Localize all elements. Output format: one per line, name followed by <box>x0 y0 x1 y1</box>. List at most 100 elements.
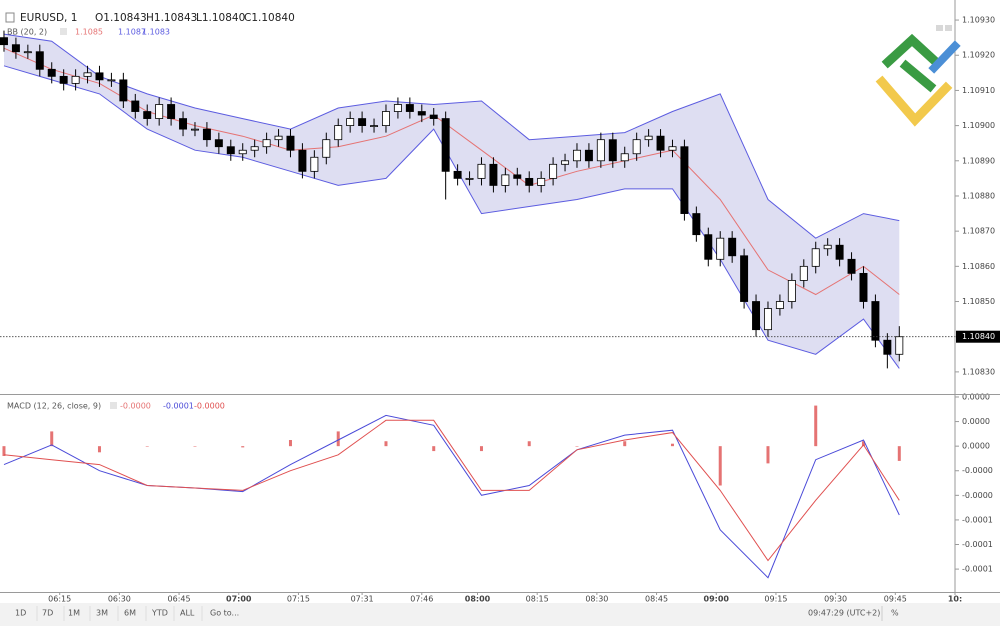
candle-body <box>47 68 56 77</box>
candle-body <box>596 139 605 162</box>
y-tick-label: -0.0001 <box>962 540 993 549</box>
candle-body <box>262 139 271 148</box>
candle-body <box>202 128 211 141</box>
histogram-bar <box>897 446 901 461</box>
range-button[interactable]: 6M <box>124 609 136 618</box>
candle-body <box>453 170 462 179</box>
range-button[interactable]: 7D <box>42 609 53 618</box>
y-tick-label: -0.0001 <box>962 565 993 574</box>
indicator-icon[interactable] <box>60 28 67 35</box>
x-tick-label: 06:30 <box>108 595 131 604</box>
candle-body <box>811 248 820 267</box>
y-tick-label: 0.0000 <box>962 392 990 401</box>
band-upper <box>3 33 900 239</box>
symbol-icon <box>5 12 15 23</box>
candle-body <box>787 280 796 302</box>
candle-body <box>895 336 904 355</box>
candle-body <box>71 75 80 84</box>
x-tick-label: 07:46 <box>410 595 433 604</box>
candle-body <box>763 308 772 331</box>
candle-body <box>525 177 534 186</box>
y-tick-label: 1.10890 <box>962 156 995 165</box>
candle-body <box>346 118 355 127</box>
histogram-bar <box>861 441 865 447</box>
candle-body <box>883 339 892 355</box>
y-tick-label: 1.10920 <box>962 51 995 60</box>
candle-body <box>238 149 247 155</box>
candle-body <box>632 139 641 155</box>
pane-backgrounds <box>4 34 900 369</box>
candle-body <box>83 72 92 77</box>
x-tick-label: 08:00 <box>465 595 491 604</box>
candle-body <box>393 104 402 112</box>
x-tick-label: 08:15 <box>526 595 549 604</box>
x-tick-label: 06:15 <box>48 595 71 604</box>
candle-body <box>417 111 426 116</box>
candle-body <box>11 44 20 53</box>
ohlc-low: L1.10840 <box>196 12 245 24</box>
candle-body <box>310 156 319 172</box>
histogram-bar <box>527 441 531 447</box>
y-tick-label: 1.10850 <box>962 297 995 306</box>
candle-body <box>370 125 379 128</box>
indicator-icon[interactable] <box>110 402 117 409</box>
range-button[interactable]: ALL <box>180 609 195 618</box>
y-tick-label: 0.0000 <box>962 417 990 426</box>
range-button[interactable]: YTD <box>151 609 168 618</box>
candle-body <box>680 146 689 214</box>
candle-body <box>608 139 617 162</box>
candle-body <box>405 104 414 112</box>
candle-body <box>35 51 44 70</box>
candle-body <box>95 72 104 81</box>
candle-body <box>704 234 713 260</box>
histogram-bar <box>97 446 101 453</box>
x-tick-label: 08:30 <box>585 595 608 604</box>
legend-value: -0.0000 <box>120 402 151 411</box>
candle-body <box>214 139 223 148</box>
range-button[interactable]: 3M <box>96 609 108 618</box>
y-tick-label: 1.10880 <box>962 191 995 200</box>
histogram-bar <box>814 405 818 447</box>
candle-body <box>381 111 390 127</box>
candle-body <box>752 301 761 331</box>
candle-body <box>501 174 510 186</box>
y-tick-label: -0.0000 <box>962 466 993 475</box>
band-basis <box>3 47 900 296</box>
candle-body <box>274 135 283 141</box>
legend-value: 1.1087 <box>118 28 146 37</box>
candle-body <box>584 149 593 162</box>
x-tick-label: 07:00 <box>226 595 252 604</box>
candle-body <box>620 153 629 162</box>
range-button[interactable]: 1M <box>68 609 80 618</box>
ohlc-close: C1.10840 <box>244 12 295 24</box>
candle-body <box>847 258 856 274</box>
y-tick-label: 0.0000 <box>962 442 990 451</box>
percent-toggle[interactable]: % <box>891 609 899 618</box>
goto-button[interactable]: Go to... <box>210 609 239 618</box>
legend-value: 1.1083 <box>142 28 170 37</box>
y-tick-label: 1.10830 <box>962 367 995 376</box>
y-tick-label: 1.10860 <box>962 262 995 271</box>
candle-body <box>465 177 474 180</box>
candle-body <box>835 244 844 260</box>
candle-body <box>0 37 8 46</box>
histogram-bar <box>241 446 245 448</box>
x-tick-label: 09:45 <box>884 595 907 604</box>
candle-body <box>441 118 450 172</box>
candle-body <box>668 146 677 151</box>
candle-body <box>775 301 784 309</box>
histogram-bar <box>575 446 579 447</box>
histogram-bar <box>623 441 627 447</box>
candle-body <box>322 139 331 158</box>
x-tick-label: 09:00 <box>704 595 730 604</box>
candle-body <box>131 100 140 112</box>
y-tick-label: 1.10910 <box>962 86 995 95</box>
histogram-bar <box>288 440 292 447</box>
candle-body <box>537 177 546 186</box>
candle-body <box>489 163 498 186</box>
candle-body <box>871 301 880 341</box>
x-tick-label: 07:15 <box>287 595 310 604</box>
range-button[interactable]: 1D <box>15 609 26 618</box>
histogram-bar <box>479 446 483 452</box>
